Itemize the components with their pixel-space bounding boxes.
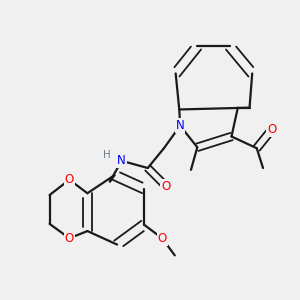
Text: O: O: [65, 232, 74, 245]
Text: N: N: [176, 119, 184, 132]
Text: O: O: [65, 173, 74, 186]
Text: H: H: [103, 149, 111, 160]
Text: O: O: [161, 179, 170, 193]
Text: O: O: [267, 123, 277, 136]
Text: N: N: [117, 154, 126, 167]
Text: O: O: [158, 232, 167, 245]
